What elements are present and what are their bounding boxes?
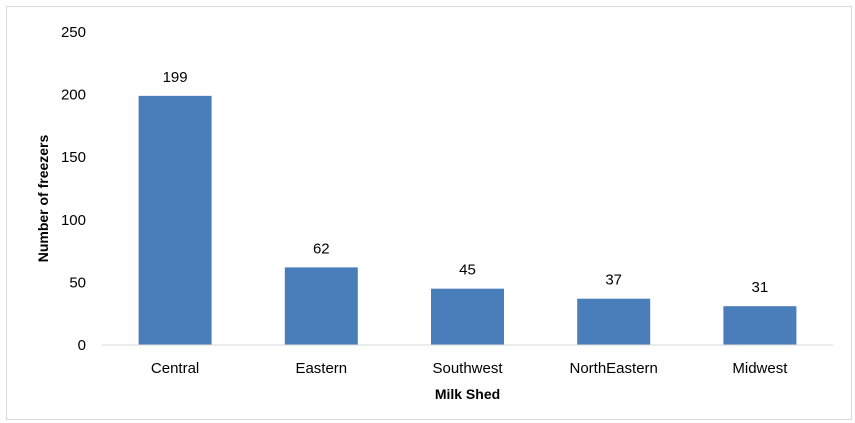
data-labels: 199 62 45 37 31 — [163, 69, 769, 296]
bar-eastern — [284, 267, 358, 345]
x-tick-label: NorthEastern — [570, 360, 658, 377]
x-axis-title: Milk Shed — [435, 386, 500, 402]
bar-northeastern — [577, 298, 651, 345]
y-axis-ticks: 0 50 100 150 200 250 — [61, 24, 86, 354]
x-tick-label: Southwest — [432, 360, 503, 377]
y-tick-label: 100 — [61, 212, 86, 229]
y-tick-label: 50 — [69, 274, 86, 291]
y-tick-label: 0 — [78, 337, 86, 354]
y-tick-label: 150 — [61, 149, 86, 166]
x-axis-ticks: Central Eastern Southwest NorthEastern Midwe… — [151, 360, 788, 377]
bar-midwest — [723, 306, 797, 345]
data-label: 62 — [313, 240, 330, 257]
data-label: 199 — [163, 69, 188, 86]
data-label: 31 — [752, 279, 769, 296]
y-tick-label: 250 — [61, 24, 86, 41]
data-label: 37 — [605, 272, 622, 289]
x-tick-label: Midwest — [732, 360, 788, 377]
y-tick-label: 200 — [61, 87, 86, 104]
bar-central — [138, 95, 212, 346]
data-label: 45 — [459, 262, 476, 279]
bars — [138, 95, 797, 346]
bar-southwest — [431, 288, 504, 345]
x-tick-label: Eastern — [295, 360, 347, 377]
x-tick-label: Central — [151, 360, 199, 377]
y-axis-title: Number of freezers — [35, 134, 51, 262]
